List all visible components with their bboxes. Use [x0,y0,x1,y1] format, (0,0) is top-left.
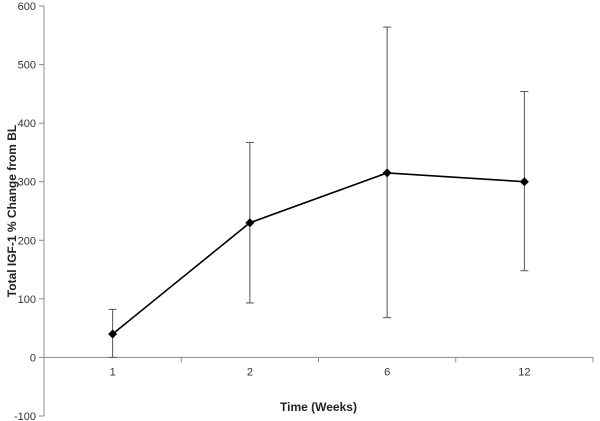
series-line [112,172,525,335]
y-tick-label: 100 [18,294,36,306]
y-tick-label: 400 [18,118,36,130]
y-tick-label: 500 [18,60,36,72]
x-axis-ticks: 1 2 6 12 [110,357,594,378]
y-tick-label: 600 [18,1,36,13]
data-points [108,168,529,339]
y-axis-title: Total IGF-1 % Change from BL [5,125,19,297]
x-tick-label: 12 [518,366,530,378]
y-tick-label: 200 [18,235,36,247]
y-tick-label: 0 [30,352,36,364]
error-bars [108,26,529,358]
data-point-diamond [108,329,118,339]
y-axis-ticks: -100 0 100 200 300 400 500 600 [14,1,44,421]
x-tick-label: 6 [384,366,390,378]
y-tick-label: -100 [14,411,36,421]
x-axis-title: Time (Weeks) [280,400,357,414]
x-tick-label: 1 [110,366,116,378]
data-point-diamond [245,218,255,228]
y-tick-label: 300 [18,177,36,189]
data-point-diamond [382,168,392,178]
x-tick-label: 2 [247,366,253,378]
data-point-diamond [519,177,529,187]
